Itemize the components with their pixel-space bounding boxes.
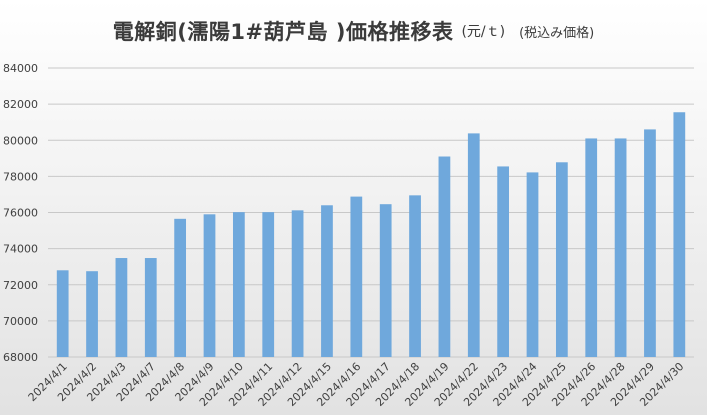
bar-2024/4/2 (86, 271, 98, 357)
bar-2024/4/29 (644, 129, 656, 357)
chart-title-block: 電解銅(濡陽1#葫芦島 )価格推移表 (元/ｔ) (税込み価格) (0, 16, 707, 46)
bar-2024/4/1 (56, 270, 69, 357)
y-tick-label: 78000 (3, 170, 38, 183)
bar-2024/4/25 (555, 162, 568, 357)
chart-title: 電解銅(濡陽1#葫芦島 )価格推移表 (112, 20, 454, 44)
y-tick-label: 84000 (3, 62, 38, 75)
bar-2024/4/23 (497, 166, 510, 357)
bar-2024/4/10 (232, 212, 245, 357)
bar-2024/4/3 (115, 258, 128, 357)
bar-2024/4/11 (262, 212, 275, 357)
y-tick-label: 74000 (3, 243, 38, 256)
bar-2024/4/28 (614, 138, 627, 357)
bar-2024/4/24 (526, 172, 539, 357)
bar-2024/4/8 (174, 218, 187, 357)
chart-unit-label: (元/ｔ) (461, 24, 506, 40)
bar-2024/4/30 (673, 112, 686, 357)
bar-2024/4/22 (467, 133, 480, 357)
chart-note: (税込み価格) (519, 25, 595, 41)
y-tick-label: 76000 (3, 207, 38, 220)
x-axis-ticks: 2024/4/12024/4/22024/4/32024/4/72024/4/8… (26, 360, 687, 409)
y-tick-label: 68000 (3, 351, 38, 364)
bar-2024/4/9 (203, 214, 216, 357)
y-tick-label: 80000 (3, 134, 38, 147)
bar-2024/4/17 (379, 204, 392, 357)
bar-2024/4/7 (144, 258, 157, 357)
y-tick-label: 72000 (3, 279, 38, 292)
y-tick-label: 70000 (3, 315, 38, 328)
bar-2024/4/26 (585, 138, 598, 357)
bar-2024/4/18 (409, 195, 421, 357)
bar-2024/4/16 (350, 196, 363, 357)
y-tick-label: 82000 (3, 98, 38, 111)
bar-2024/4/19 (438, 156, 451, 357)
y-axis-ticks: 68000 70000 72000 74000 76000 78000 80000 82000… (3, 62, 38, 364)
bars (56, 112, 686, 357)
bar-2024/4/15 (321, 205, 333, 357)
bar-2024/4/12 (291, 210, 304, 357)
